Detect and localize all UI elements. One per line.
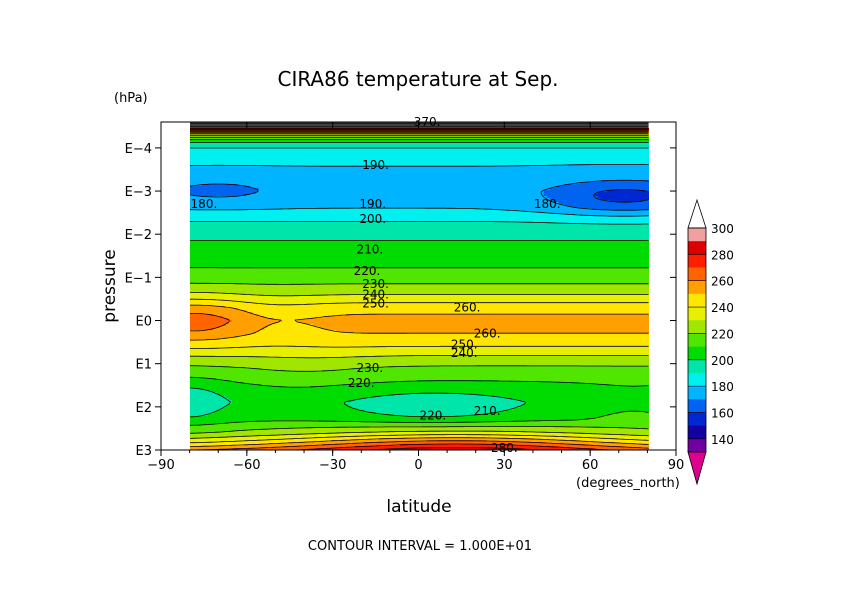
y-tick-label: E0 xyxy=(136,315,153,330)
colorbar-band xyxy=(688,438,706,453)
y-tick-label: E3 xyxy=(136,444,153,459)
x-tick-label: 30 xyxy=(496,458,513,473)
contour-interval-text: CONTOUR INTERVAL = 1.000E+01 xyxy=(308,539,532,554)
x-axis: −90 −60 −30 0 30 60 90 xyxy=(147,122,684,473)
contour-label: 220. xyxy=(348,376,375,390)
contour-label: 200. xyxy=(359,212,386,226)
x-axis-label: latitude xyxy=(386,497,451,517)
y-axis-label: pressure xyxy=(100,249,120,322)
temperature-fill xyxy=(190,122,649,450)
x-tick-label: −90 xyxy=(147,458,174,473)
colorbar-band xyxy=(688,412,706,426)
contour-label: 220. xyxy=(419,408,446,422)
colorbar-band xyxy=(688,267,706,282)
x-tick-label: −30 xyxy=(319,458,346,473)
chart-title: CIRA86 temperature at Sep. xyxy=(277,67,558,91)
y-tick-label: E1 xyxy=(136,358,153,373)
contour-label: 190. xyxy=(362,158,389,172)
colorbar-label: 300 xyxy=(711,222,734,236)
y-tick-label: E2 xyxy=(136,401,153,416)
contour-label: 220. xyxy=(354,264,381,278)
colorbar-label: 140 xyxy=(711,433,734,447)
contour-label: 260. xyxy=(474,326,501,340)
colorbar-label: 160 xyxy=(711,406,734,420)
colorbar-top-arrow xyxy=(687,198,707,229)
contour-label: 260. xyxy=(454,301,481,315)
contour-label: 210. xyxy=(357,242,384,256)
colorbar-label: 260 xyxy=(711,275,734,289)
contour-label: 240. xyxy=(451,346,478,360)
colorbar-band xyxy=(688,333,706,347)
x-tick-label: 60 xyxy=(582,458,599,473)
contour-label: 210. xyxy=(474,404,501,418)
y-tick-label: E−2 xyxy=(125,228,152,243)
contour-label: 180. xyxy=(191,197,218,211)
x-tick-label: −60 xyxy=(233,458,260,473)
contour-label: 190. xyxy=(359,197,386,211)
colorbar-band xyxy=(688,241,706,255)
colorbar-band xyxy=(688,228,706,242)
colorbar-bottom-arrow xyxy=(687,451,707,486)
colorbar-label: 280 xyxy=(711,248,734,262)
colorbar-band xyxy=(688,372,706,387)
colorbar-band xyxy=(688,359,706,374)
contour-label: 250. xyxy=(451,337,478,351)
contour-label: 250. xyxy=(362,296,389,310)
colorbar-band xyxy=(688,320,706,334)
contour-lines xyxy=(190,122,649,450)
colorbar-label: 200 xyxy=(711,354,734,368)
x-tick-label: 0 xyxy=(414,458,422,473)
colorbar: 300 280 260 240 220 200 180 160 140 xyxy=(687,198,734,486)
x-tick-label: 90 xyxy=(668,458,685,473)
y-unit-label: (hPa) xyxy=(114,91,148,106)
colorbar-label: 220 xyxy=(711,327,734,341)
contour-label: 230. xyxy=(357,361,384,375)
colorbar-band xyxy=(688,386,706,400)
y-tick-label: E−3 xyxy=(125,185,152,200)
colorbar-band xyxy=(688,307,706,321)
contour-label: 180. xyxy=(534,197,561,211)
contour-line-paths xyxy=(190,122,649,450)
y-tick-label: E−4 xyxy=(125,142,152,157)
colorbar-label: 240 xyxy=(711,301,734,315)
colorbar-band xyxy=(688,280,706,295)
colorbar-band xyxy=(688,293,706,308)
colorbar-band xyxy=(688,425,706,440)
contour-label: 280. xyxy=(491,441,518,455)
contour-label: 240. xyxy=(362,288,389,302)
y-tick-label: E−1 xyxy=(125,271,152,286)
colorbar-band xyxy=(688,399,706,413)
contour-label: 230. xyxy=(362,277,389,291)
colorbar-band xyxy=(688,346,706,361)
x-unit-label: (degrees_north) xyxy=(576,476,680,491)
colorbar-band xyxy=(688,254,706,268)
colorbar-label: 180 xyxy=(711,380,734,394)
y-axis: E−4 E−3 E−2 E−1 E0 E1 E2 E3 xyxy=(125,142,676,459)
